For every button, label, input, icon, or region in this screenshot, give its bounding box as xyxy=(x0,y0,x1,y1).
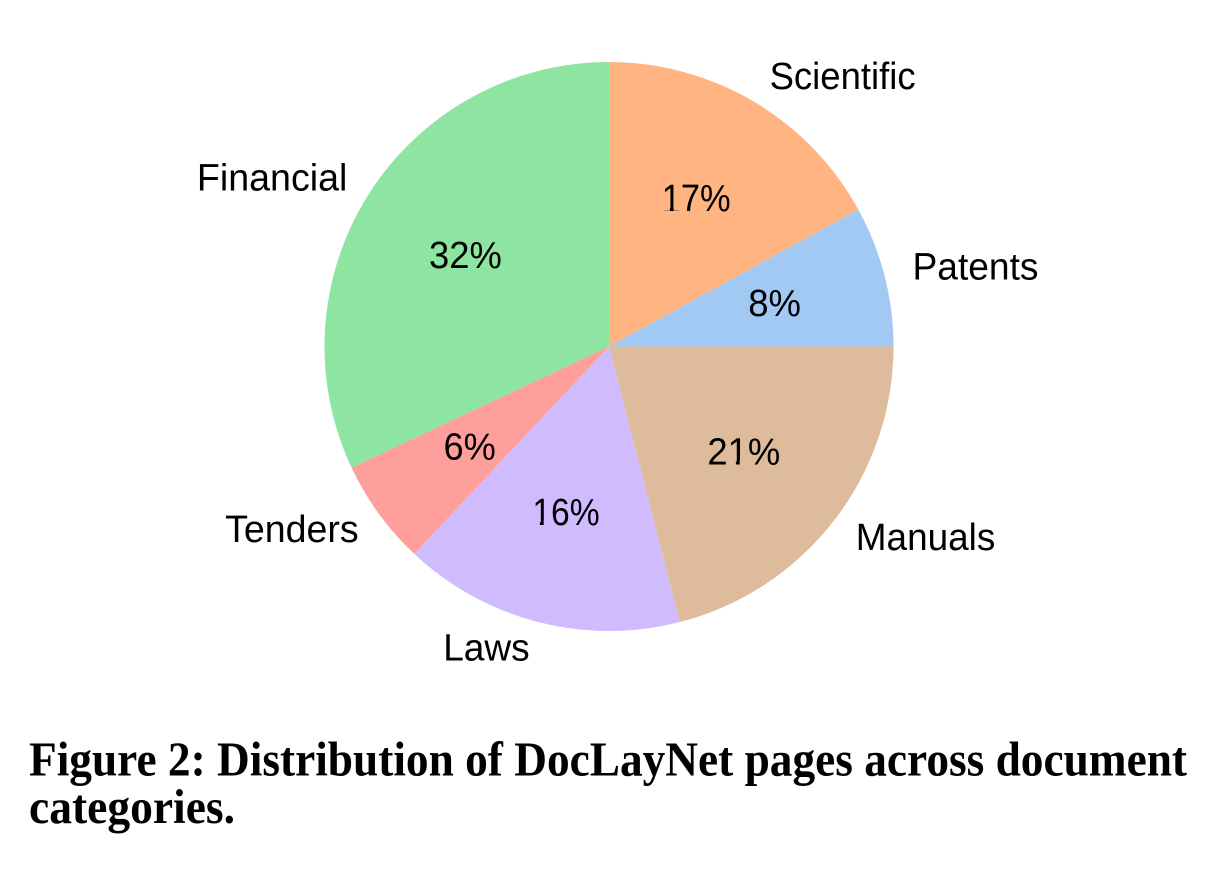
svg-text:Figure 2: Distribution of DocL: Figure 2: Distribution of DocLayNet page… xyxy=(29,732,1188,787)
svg-text:8%: 8% xyxy=(748,283,801,325)
svg-text:Manuals: Manuals xyxy=(856,517,996,559)
svg-text:categories.: categories. xyxy=(29,779,235,834)
svg-text:21%: 21% xyxy=(707,432,780,474)
svg-text:16%: 16% xyxy=(532,492,599,534)
svg-text:Scientific: Scientific xyxy=(770,56,916,98)
svg-text:Patents: Patents xyxy=(913,246,1039,288)
svg-text:32%: 32% xyxy=(429,235,502,277)
svg-text:Tenders: Tenders xyxy=(225,509,359,551)
svg-text:6%: 6% xyxy=(444,427,496,469)
svg-text:17%: 17% xyxy=(662,178,731,220)
svg-text:Financial: Financial xyxy=(197,157,348,199)
svg-text:Laws: Laws xyxy=(443,628,530,670)
